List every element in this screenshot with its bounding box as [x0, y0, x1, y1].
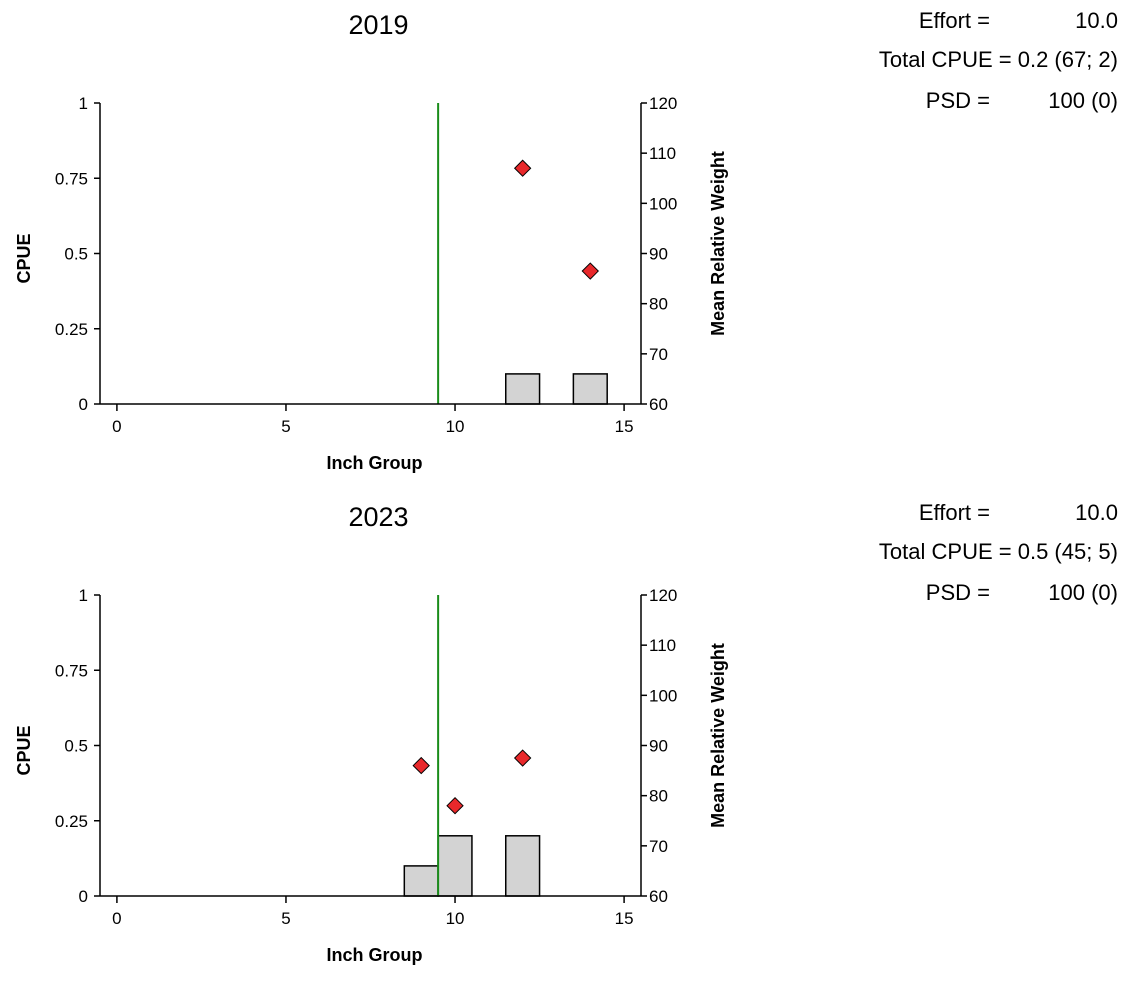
stat-psd-label: PSD = — [925, 88, 990, 113]
x-tick-label: 15 — [615, 909, 634, 928]
stat-psd-row: PSD = 100 (0) — [800, 580, 1120, 610]
chart-2019: 2019 0 0.25 0.5 0.75 1 60 70 80 90 100 110 120 0 5 10 15… — [14, 10, 728, 473]
y2-tick-label: 60 — [649, 395, 668, 414]
y2-tick-label: 120 — [649, 94, 677, 113]
y-tick-label: 0.75 — [55, 661, 88, 680]
stat-effort-value: 10.0 — [1075, 8, 1118, 33]
relative-weight-marker — [513, 159, 532, 177]
stat-total-cpue-row: Total CPUE = 0.2 (67; 2) — [800, 47, 1120, 77]
x-tick-label: 0 — [112, 417, 121, 436]
relative-weight-marker — [412, 756, 430, 775]
x-axis-label: Inch Group — [327, 453, 423, 473]
relative-weight-marker — [446, 796, 464, 815]
y-axis-label: CPUE — [14, 725, 34, 775]
y2-tick-label: 70 — [649, 345, 668, 364]
x-tick-label: 10 — [446, 909, 465, 928]
chart-panel-2023: 2023 0 0.25 0.5 0.75 1 60 70 80 90 100 110 120 0 5 10 15… — [0, 492, 1125, 982]
cpue-bar — [505, 835, 541, 897]
chart-2023: 2023 0 0.25 0.5 0.75 1 60 70 80 90 100 110 120 0 5 10 15… — [14, 502, 728, 965]
y2-tick-label: 120 — [649, 586, 677, 605]
stat-total-cpue-text: Total CPUE = 0.5 (45; 5) — [878, 539, 1118, 564]
y2-tick-label: 110 — [649, 144, 676, 163]
y-tick-label: 0.25 — [55, 320, 88, 339]
x-tick-label: 15 — [615, 417, 634, 436]
relative-weight-marker — [513, 749, 532, 767]
x-axis-label: Inch Group — [327, 945, 423, 965]
y2-tick-label: 110 — [649, 636, 676, 655]
x-tick-label: 5 — [281, 417, 290, 436]
chart-title: 2019 — [348, 10, 408, 40]
y2-tick-label: 60 — [649, 887, 668, 906]
stat-total-cpue-text: Total CPUE = 0.2 (67; 2) — [878, 47, 1118, 72]
relative-weight-marker — [581, 262, 599, 280]
stat-effort-label: Effort = — [918, 8, 990, 33]
stat-effort-label: Effort = — [918, 500, 990, 525]
y-tick-label: 1 — [79, 94, 88, 113]
cpue-bar — [437, 835, 473, 897]
y-tick-label: 0.25 — [55, 812, 88, 831]
y2-tick-label: 100 — [649, 194, 677, 213]
stat-effort-row: Effort = 10.0 — [800, 8, 1120, 38]
stat-effort-value: 10.0 — [1075, 500, 1118, 525]
chart-title: 2023 — [348, 502, 408, 532]
y2-tick-label: 80 — [649, 787, 668, 806]
y-tick-label: 0 — [79, 395, 88, 414]
y2-tick-label: 70 — [649, 837, 668, 856]
y2-tick-label: 90 — [649, 737, 668, 756]
cpue-bar — [403, 865, 439, 897]
stat-psd-row: PSD = 100 (0) — [800, 88, 1120, 118]
y-axis-label: CPUE — [14, 233, 34, 283]
x-tick-label: 5 — [281, 909, 290, 928]
y2-tick-label: 100 — [649, 686, 677, 705]
y2-tick-label: 90 — [649, 245, 668, 264]
stat-total-cpue-row: Total CPUE = 0.5 (45; 5) — [800, 539, 1120, 569]
stat-psd-value: 100 (0) — [1048, 580, 1118, 605]
y2-tick-label: 80 — [649, 295, 668, 314]
x-tick-label: 0 — [112, 909, 121, 928]
stat-psd-label: PSD = — [925, 580, 990, 605]
y2-axis-label: Mean Relative Weight — [708, 643, 728, 828]
x-tick-label: 10 — [446, 417, 465, 436]
y-tick-label: 0.75 — [55, 169, 88, 188]
stat-psd-value: 100 (0) — [1048, 88, 1118, 113]
y-tick-label: 0.5 — [64, 245, 88, 264]
y-tick-label: 0 — [79, 887, 88, 906]
chart-panel-2019: 2019 0 0.25 0.5 0.75 1 60 70 80 90 100 110 120 0 5 10 15… — [0, 0, 1125, 490]
cpue-bar — [505, 373, 541, 405]
stat-effort-row: Effort = 10.0 — [800, 500, 1120, 530]
y-tick-label: 1 — [79, 586, 88, 605]
y-tick-label: 0.5 — [64, 737, 88, 756]
cpue-bar — [572, 373, 608, 405]
y2-axis-label: Mean Relative Weight — [708, 151, 728, 336]
